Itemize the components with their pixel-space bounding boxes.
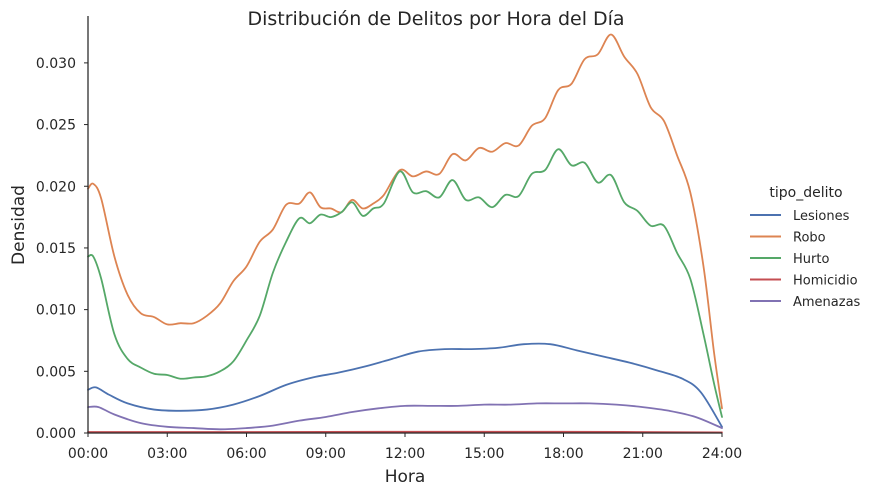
series-line-amenazas bbox=[87, 402, 723, 431]
legend-title: tipo_delito bbox=[769, 185, 842, 201]
y-axis-label: Densidad bbox=[9, 185, 29, 265]
x-axis-label: Hora bbox=[385, 467, 426, 487]
y-tick-label: 0.015 bbox=[36, 241, 76, 257]
legend-label-hurto: Hurto bbox=[793, 252, 829, 267]
series-line-hurto bbox=[87, 148, 723, 418]
x-tick-label: 12:00 bbox=[385, 446, 425, 462]
x-tick-group: 00:00 03:00 06:00 09:00 12:00 15:00 18:00 21:00… bbox=[68, 433, 742, 462]
x-tick-label: 24:00 bbox=[702, 446, 742, 462]
legend-label-lesiones: Lesiones bbox=[793, 209, 850, 224]
y-tick-label: 0.025 bbox=[36, 118, 76, 134]
x-tick-label: 03:00 bbox=[147, 446, 187, 462]
y-tick-label: 0.000 bbox=[36, 426, 76, 442]
x-tick-label: 09:00 bbox=[306, 446, 346, 462]
series-line-robo bbox=[87, 33, 723, 410]
x-tick-label: 18:00 bbox=[543, 446, 583, 462]
legend-label-amenazas: Amenazas bbox=[793, 295, 861, 310]
y-tick-group: 0.000 0.005 0.010 0.015 0.020 0.025 0.030 bbox=[36, 56, 88, 442]
series-line-lesiones bbox=[87, 342, 723, 428]
legend: tipo_delito Lesiones Robo Hurto Homicidio Am… bbox=[750, 185, 861, 310]
legend-label-robo: Robo bbox=[793, 231, 826, 246]
x-tick-label: 06:00 bbox=[226, 446, 266, 462]
y-tick-label: 0.030 bbox=[36, 56, 76, 72]
x-tick-label: 15:00 bbox=[464, 446, 504, 462]
x-tick-label: 00:00 bbox=[68, 446, 108, 462]
series-layer bbox=[87, 33, 723, 434]
legend-label-homicidio: Homicidio bbox=[793, 274, 858, 289]
y-tick-label: 0.005 bbox=[36, 364, 76, 380]
series-line-homicidio bbox=[87, 430, 723, 434]
y-tick-label: 0.010 bbox=[36, 303, 76, 319]
chart-title: Distribución de Delitos por Hora del Día bbox=[247, 8, 624, 30]
y-tick-label: 0.020 bbox=[36, 179, 76, 195]
x-tick-label: 21:00 bbox=[623, 446, 663, 462]
